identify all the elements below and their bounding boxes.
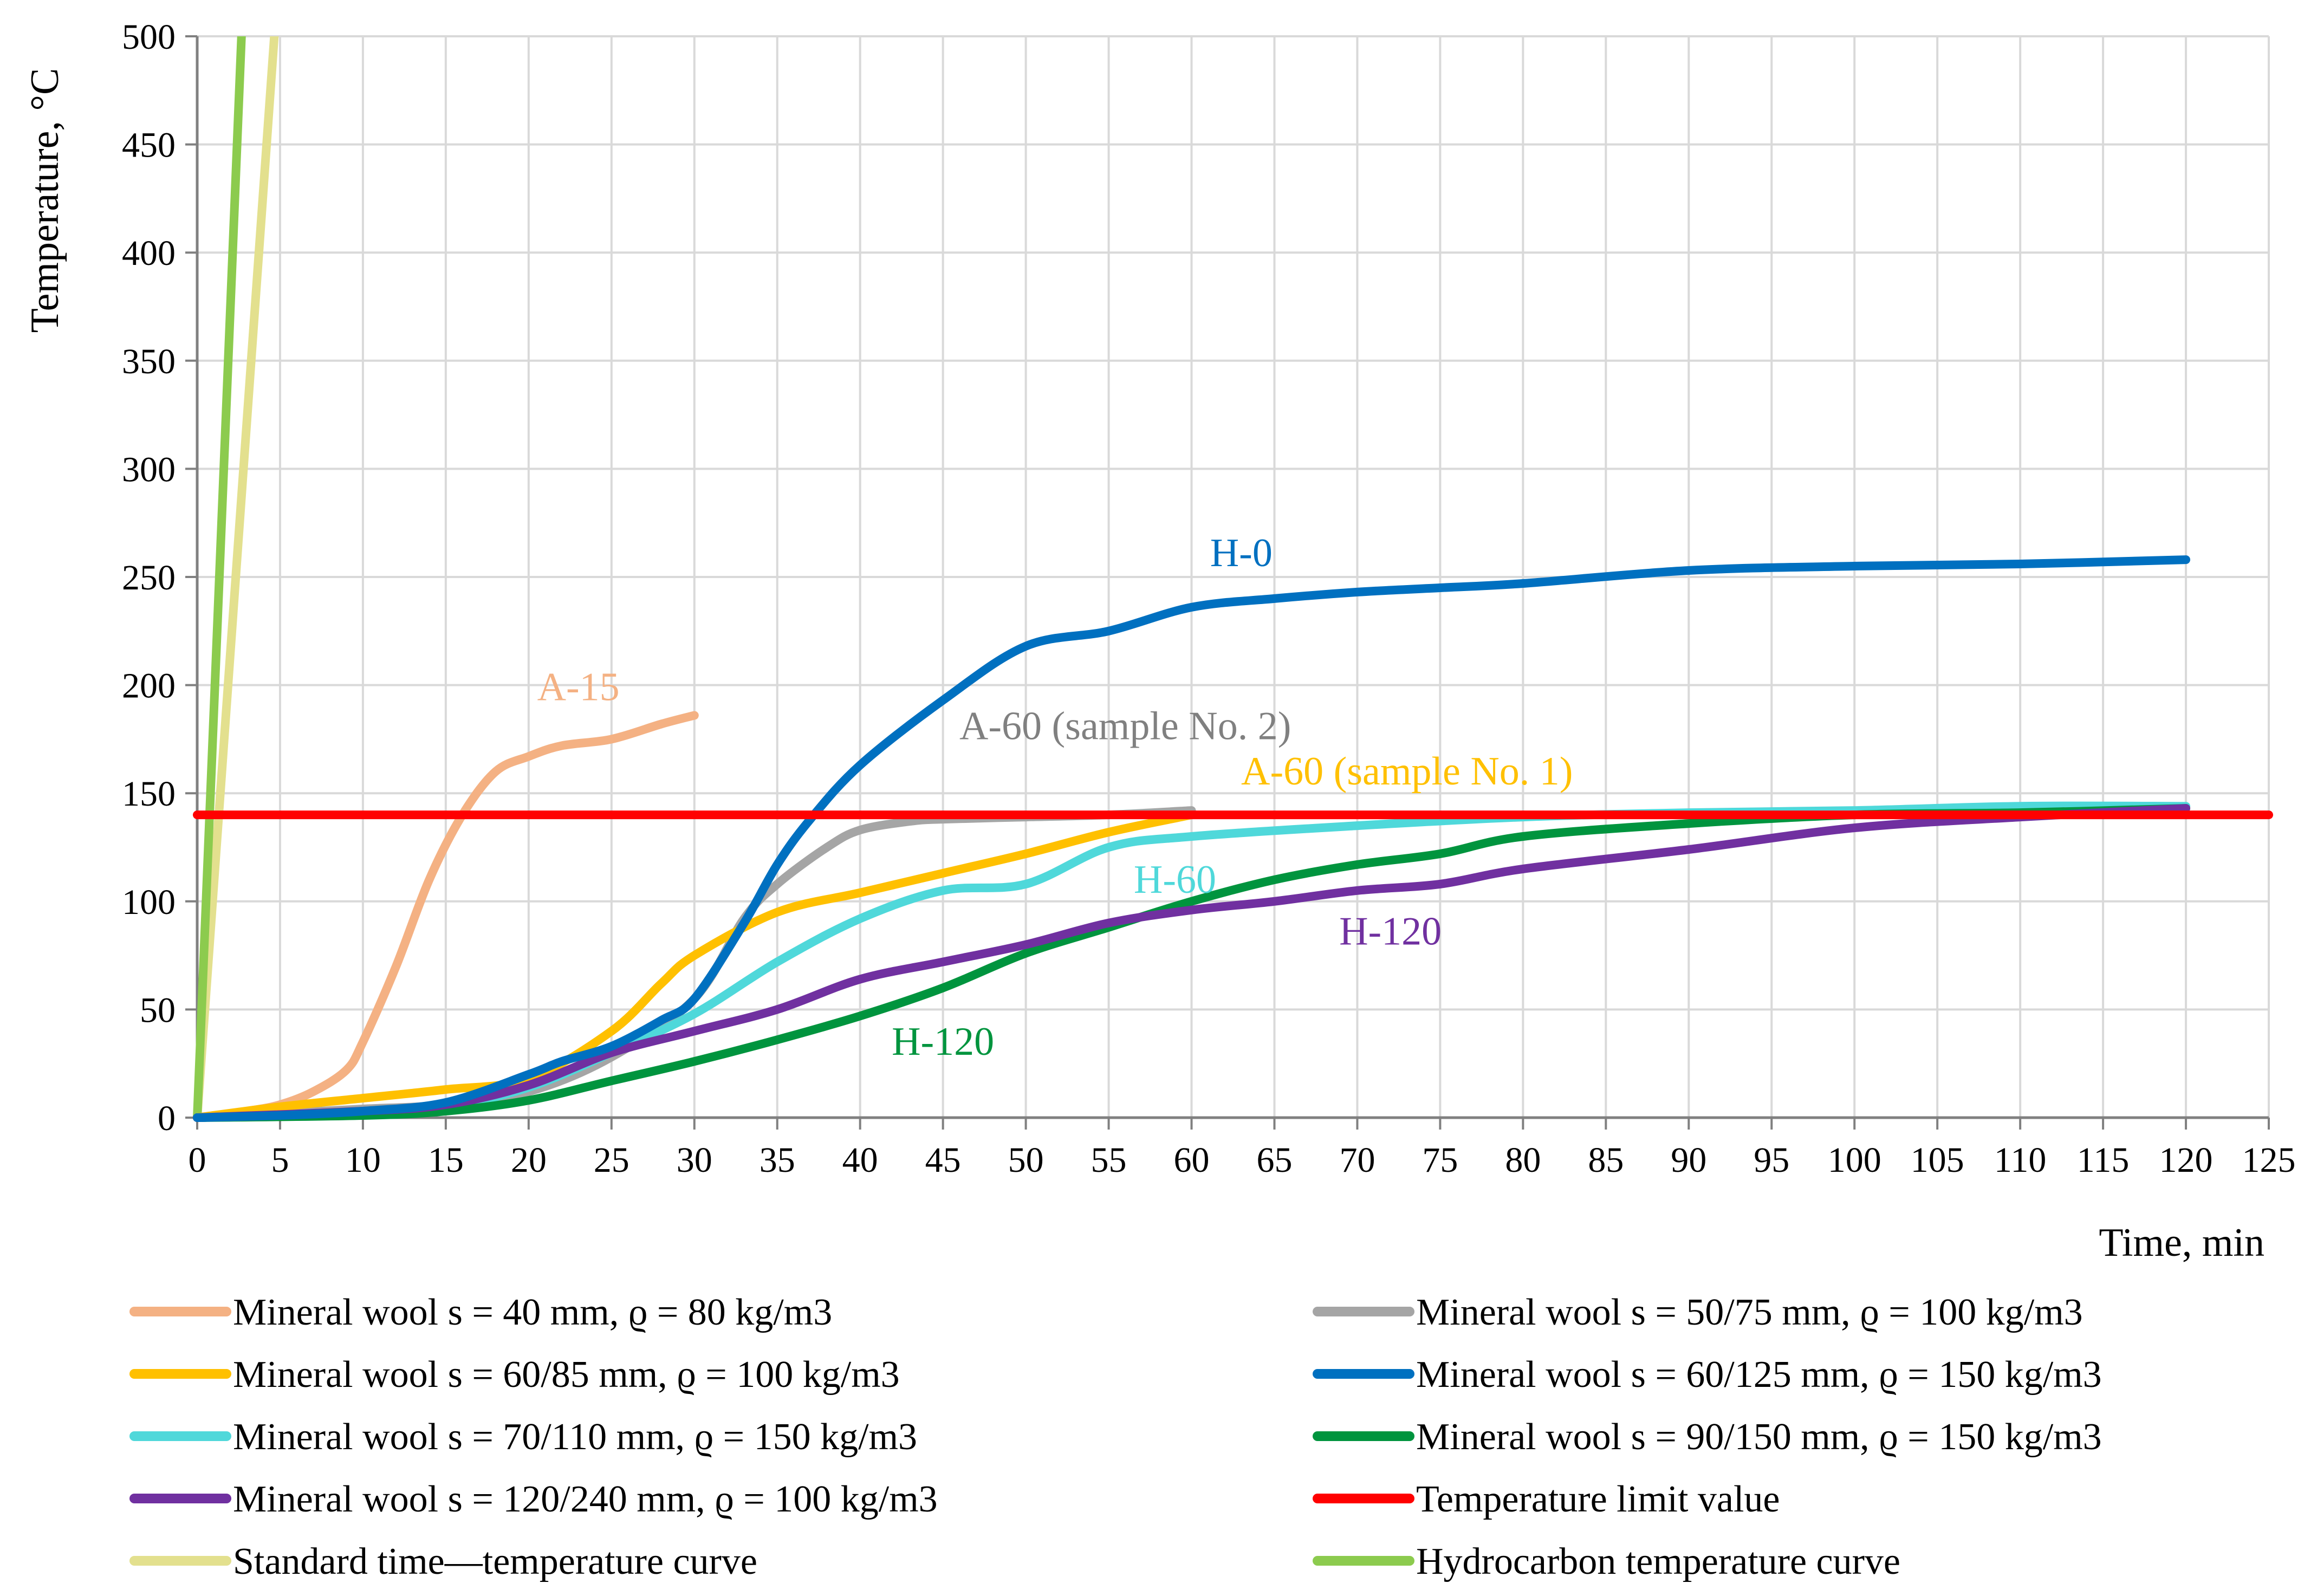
annotation-label: A-60 (sample No. 2): [959, 704, 1291, 748]
annotation-label: H-60: [1134, 858, 1216, 902]
series-line-standard-fire-curve: [193, 36, 279, 1122]
legend-item: Mineral wool s = 60/85 mm, ϱ = 100 kg/m3: [129, 1354, 900, 1396]
x-tick-label: 50: [1008, 1140, 1044, 1180]
legend-item: Mineral wool s = 40 mm, ϱ = 80 kg/m3: [129, 1292, 832, 1333]
y-tick-label: 450: [122, 126, 176, 165]
legend-label: Hydrocarbon temperature curve: [1416, 1541, 1900, 1582]
x-tick-label: 85: [1588, 1140, 1624, 1180]
y-tick-label: 50: [140, 990, 176, 1030]
y-tick-label: 400: [122, 233, 176, 273]
axes: [185, 35, 2270, 1130]
x-tick-label: 125: [2242, 1140, 2296, 1180]
legend-label: Mineral wool s = 60/125 mm, ϱ = 150 kg/m…: [1416, 1354, 2102, 1396]
annotation-label: H-120: [1339, 910, 1442, 954]
annotations: A-15 A-60 (sample No. 2) H-0 A-60 (sample N…: [537, 531, 1573, 1064]
series-line-mineral-wool-60-85: [193, 810, 1196, 1122]
y-tick-label: 350: [122, 342, 176, 381]
legend-label: Temperature limit value: [1416, 1478, 1780, 1520]
x-tick-label: 35: [760, 1140, 795, 1180]
x-tick-label: 20: [511, 1140, 547, 1180]
x-tick-label: 25: [594, 1140, 629, 1180]
y-tick-label: 500: [122, 17, 176, 57]
y-tick-label: 100: [122, 883, 176, 922]
tick-labels: 0 5 10 15 20 25 30 35 40 45 50 55 60 65 70 75 80 85 90 95 10…: [122, 17, 2296, 1180]
legend-item: Mineral wool s = 50/75 mm, ϱ = 100 kg/m3: [1313, 1292, 2083, 1333]
annotation-label: A-15: [537, 665, 620, 710]
legend-label: Mineral wool s = 60/85 mm, ϱ = 100 kg/m3: [233, 1354, 900, 1396]
legend-item: Mineral wool s = 90/150 mm, ϱ = 150 kg/m…: [1313, 1416, 2102, 1458]
x-tick-label: 40: [842, 1140, 878, 1180]
legend-item: Hydrocarbon temperature curve: [1313, 1541, 1900, 1582]
legend-item: Mineral wool s = 70/110 mm, ϱ = 150 kg/m…: [129, 1416, 917, 1458]
y-tick-label: 200: [122, 666, 176, 706]
x-tick-label: 0: [189, 1140, 206, 1180]
legend-label: Mineral wool s = 50/75 mm, ϱ = 100 kg/m3: [1416, 1292, 2083, 1333]
y-tick-label: 0: [158, 1099, 176, 1138]
legend-item: Temperature limit value: [1313, 1478, 1780, 1520]
grid: [196, 35, 2270, 1119]
x-tick-label: 45: [925, 1140, 961, 1180]
legend-item: Standard time—temperature curve: [129, 1541, 757, 1582]
y-tick-label: 150: [122, 774, 176, 814]
y-tick-label: 250: [122, 558, 176, 598]
x-tick-label: 65: [1256, 1140, 1292, 1180]
legend-label: Standard time—temperature curve: [233, 1541, 757, 1582]
x-tick-label: 115: [2077, 1140, 2130, 1180]
x-tick-label: 75: [1422, 1140, 1458, 1180]
annotation-label: A-60 (sample No. 1): [1241, 749, 1573, 794]
x-tick-label: 90: [1671, 1140, 1706, 1180]
x-tick-label: 5: [271, 1140, 289, 1180]
x-tick-label: 70: [1339, 1140, 1375, 1180]
legend-label: Mineral wool s = 40 mm, ϱ = 80 kg/m3: [233, 1292, 832, 1333]
annotation-label: H-120: [892, 1020, 994, 1064]
series-line-hydrocarbon-curve: [193, 36, 246, 1122]
x-axis-title: Time, min: [2099, 1221, 2264, 1265]
x-tick-label: 105: [1911, 1140, 1964, 1180]
x-tick-label: 15: [428, 1140, 464, 1180]
x-tick-label: 55: [1091, 1140, 1127, 1180]
x-tick-label: 60: [1174, 1140, 1210, 1180]
x-tick-label: 100: [1828, 1140, 1881, 1180]
x-tick-label: 110: [1994, 1140, 2047, 1180]
x-tick-label: 10: [345, 1140, 381, 1180]
series-layer: [193, 36, 2273, 1122]
legend-label: Mineral wool s = 90/150 mm, ϱ = 150 kg/m…: [1416, 1416, 2102, 1458]
x-tick-label: 80: [1505, 1140, 1541, 1180]
y-axis-title: Temperature, °C: [23, 68, 67, 333]
legend-item: Mineral wool s = 120/240 mm, ϱ = 100 kg/…: [129, 1478, 938, 1520]
legend-label: Mineral wool s = 70/110 mm, ϱ = 150 kg/m…: [233, 1416, 917, 1458]
x-tick-label: 120: [2159, 1140, 2213, 1180]
x-tick-label: 95: [1754, 1140, 1789, 1180]
legend: Mineral wool s = 40 mm, ϱ = 80 kg/m3 Mine…: [129, 1292, 2102, 1582]
x-tick-label: 30: [677, 1140, 712, 1180]
series-line-mineral-wool-40: [193, 711, 699, 1122]
y-tick-label: 300: [122, 450, 176, 489]
legend-item: Mineral wool s = 60/125 mm, ϱ = 150 kg/m…: [1313, 1354, 2102, 1396]
series-line-mineral-wool-60-125: [193, 555, 2190, 1122]
annotation-label: H-0: [1210, 531, 1273, 575]
legend-label: Mineral wool s = 120/240 mm, ϱ = 100 kg/…: [233, 1478, 938, 1520]
series-line-mineral-wool-120-240: [193, 804, 2190, 1122]
